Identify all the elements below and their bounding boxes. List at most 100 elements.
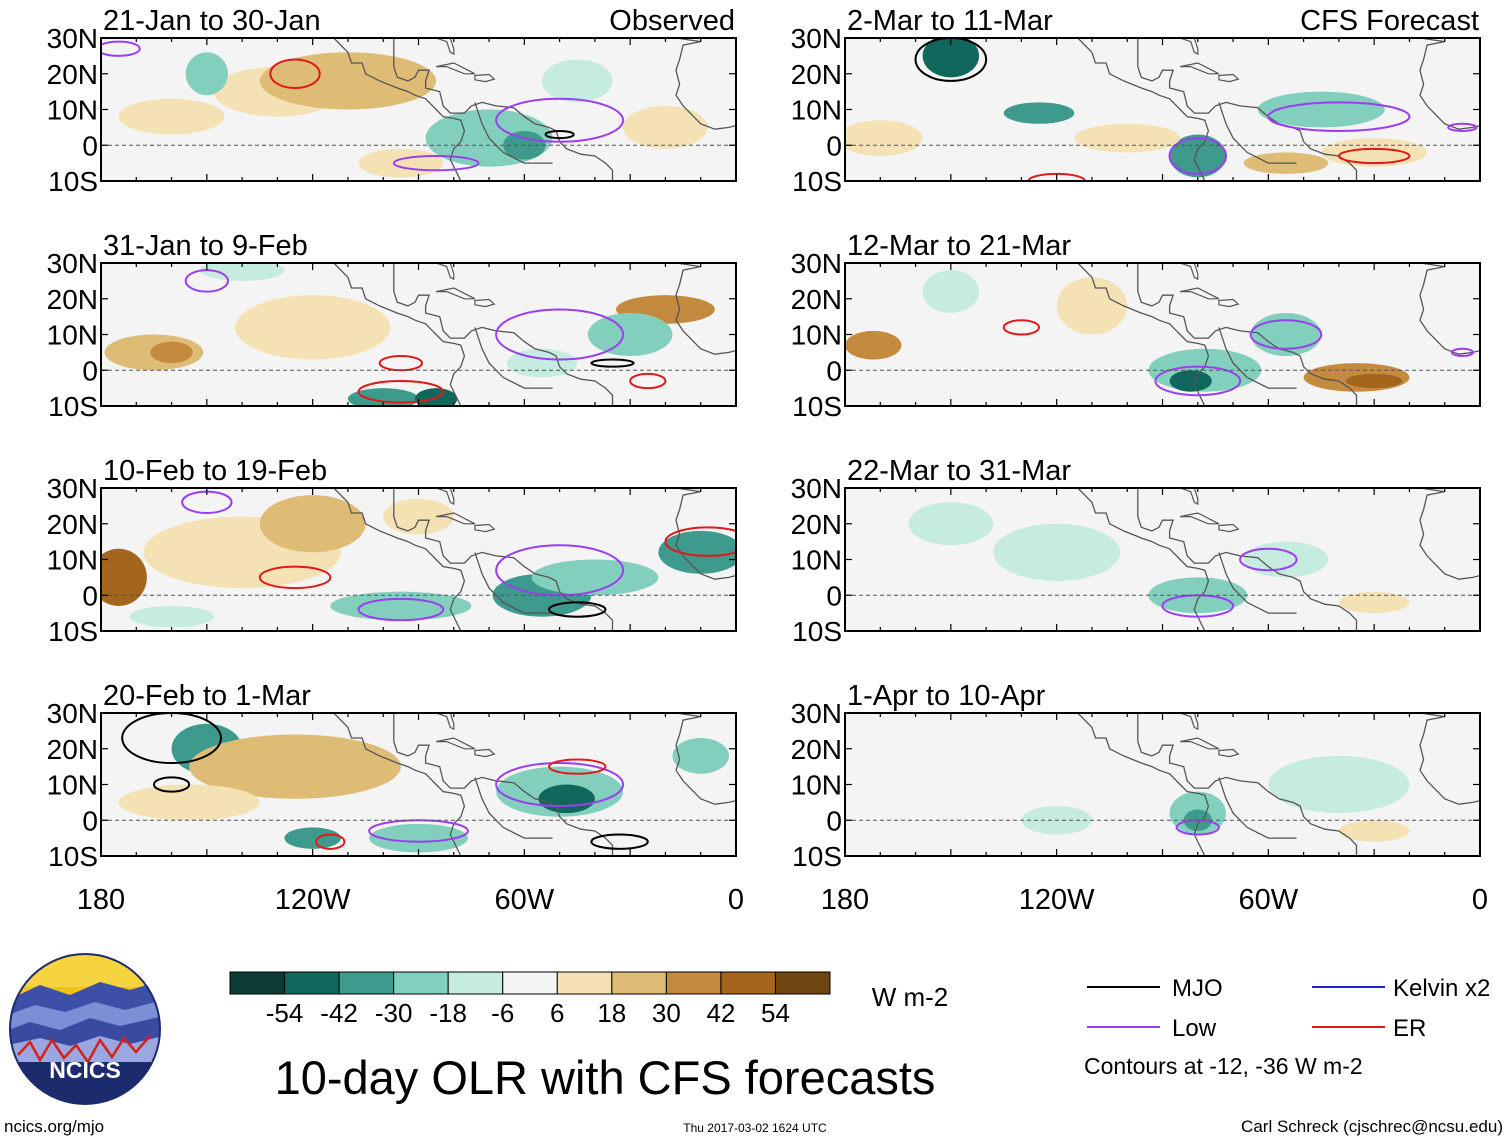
colorbar-swatch: [447, 971, 504, 995]
coastline: [332, 488, 466, 631]
colorbar-swatch: [229, 971, 286, 995]
footer-credit: Carl Schreck (cjschrec@ncsu.edu): [1241, 1117, 1503, 1136]
panel-2: 31-Jan to 9-Feb: [100, 230, 737, 407]
coastline: [675, 263, 736, 355]
lat-tick-label: 10S: [792, 391, 842, 422]
lon-tick-label: 0: [1472, 884, 1488, 916]
island-coastline: [435, 737, 476, 750]
olr-anomaly-region: [118, 98, 225, 135]
olr-anomaly-region: [623, 105, 708, 149]
panel-period-label: 31-Jan to 9-Feb: [103, 230, 308, 262]
lat-tick-label: 30N: [791, 23, 842, 54]
lat-tick-label: 30N: [791, 248, 842, 279]
colorbar-swatch: [774, 971, 831, 995]
lat-tick-label: 30N: [791, 473, 842, 504]
wave-contour: [101, 40, 141, 57]
island-coastline: [474, 73, 496, 83]
wave-contour: [1249, 319, 1323, 350]
lat-tick-label: 10S: [48, 166, 98, 197]
island-coastline: [1218, 523, 1240, 533]
lat-tick-label: 0: [826, 130, 842, 161]
coastline: [1419, 713, 1480, 805]
olr-anomaly-region: [1268, 755, 1410, 814]
lat-tick-label: 20N: [791, 59, 842, 90]
axis-tick-layer: 30N 20N 10N 0 10S 30N 20N 10N 0 10S 30N 20N 10N 0 10S 3…: [47, 23, 1488, 916]
panel-period-label: 22-Mar to 31-Mar: [847, 455, 1071, 487]
coastline: [393, 38, 614, 181]
lat-tick-label: 0: [82, 355, 98, 386]
colorbar-label: 18: [597, 998, 626, 1028]
olr-anomaly-region: [531, 559, 659, 596]
olr-anomaly-region: [189, 734, 401, 799]
lon-tick-label: 180: [821, 884, 869, 916]
lat-tick-label: 10N: [791, 95, 842, 126]
colorbar-label: -6: [491, 998, 514, 1028]
wave-contour: [590, 833, 649, 850]
island-coastline: [1179, 38, 1199, 56]
lat-tick-label: 30N: [47, 473, 98, 504]
wave-contour: [1154, 365, 1242, 397]
island-coastline: [1218, 298, 1240, 308]
island-coastline: [435, 488, 455, 506]
wave-contour: [1002, 319, 1041, 336]
olr-anomaly-region: [993, 523, 1121, 581]
forecast-label: CFS Forecast: [1300, 5, 1479, 37]
lat-tick-label: 10S: [792, 616, 842, 647]
olr-anomaly-region: [118, 784, 260, 821]
panel-5: 2-Mar to 11-Mar CFS Forecast: [844, 5, 1481, 182]
olr-anomaly-region: [922, 38, 980, 78]
lat-tick-label: 0: [826, 355, 842, 386]
wave-contour: [544, 129, 575, 140]
colorbar-swatch: [284, 971, 340, 995]
legend-er-label: ER: [1393, 1015, 1426, 1042]
lat-tick-label: 10N: [791, 770, 842, 801]
wave-contour: [1267, 101, 1411, 132]
panel-period-label: 20-Feb to 1-Mar: [103, 680, 311, 712]
island-coastline: [435, 287, 476, 300]
island-coastline: [1218, 748, 1240, 758]
colorbar-label: 6: [550, 998, 564, 1028]
island-coastline: [435, 512, 476, 525]
panel-7: 22-Mar to 31-Mar: [844, 455, 1481, 632]
olr-anomaly-region: [369, 823, 468, 853]
olr-anomaly-region: [1250, 313, 1322, 356]
coastline: [332, 713, 466, 856]
wave-contour: [1027, 172, 1086, 181]
island-coastline: [1179, 512, 1220, 525]
olr-anomaly-region: [845, 120, 923, 156]
olr-anomaly-region: [587, 313, 673, 356]
lat-tick-label: 10S: [48, 841, 98, 872]
lon-tick-label: 60W: [1239, 884, 1299, 916]
lat-tick-label: 10S: [48, 391, 98, 422]
lon-tick-label: 60W: [495, 884, 555, 916]
island-coastline: [474, 298, 496, 308]
lat-tick-label: 20N: [791, 509, 842, 540]
island-coastline: [474, 523, 496, 533]
coastline: [332, 38, 466, 181]
wave-contour: [629, 372, 667, 390]
lat-tick-label: 10N: [791, 545, 842, 576]
olr-anomaly-region: [330, 591, 472, 621]
wave-contour: [357, 379, 445, 404]
olr-anomaly-region: [1338, 591, 1410, 614]
coastline: [1137, 713, 1358, 856]
wave-contour: [1447, 122, 1478, 132]
lat-tick-label: 10N: [47, 320, 98, 351]
footer-url: ncics.org/mjo: [4, 1117, 104, 1136]
wave-contour: [152, 776, 191, 793]
lat-tick-label: 30N: [47, 248, 98, 279]
island-coastline: [1179, 263, 1199, 281]
olr-anomaly-region: [922, 270, 980, 314]
lon-tick-label: 180: [77, 884, 125, 916]
colorbar-label: -30: [375, 998, 413, 1028]
panel-period-label: 21-Jan to 30-Jan: [103, 5, 321, 37]
lat-tick-label: 10S: [792, 166, 842, 197]
olr-anomaly-region: [1074, 123, 1181, 153]
coastline: [1419, 38, 1480, 130]
logo-text: NCICS: [49, 1057, 121, 1083]
lat-tick-label: 20N: [791, 734, 842, 765]
island-coastline: [435, 38, 455, 56]
legend-mjo-label: MJO: [1172, 975, 1223, 1002]
panel-period-label: 12-Mar to 21-Mar: [847, 230, 1071, 262]
wave-contour: [1239, 547, 1298, 572]
